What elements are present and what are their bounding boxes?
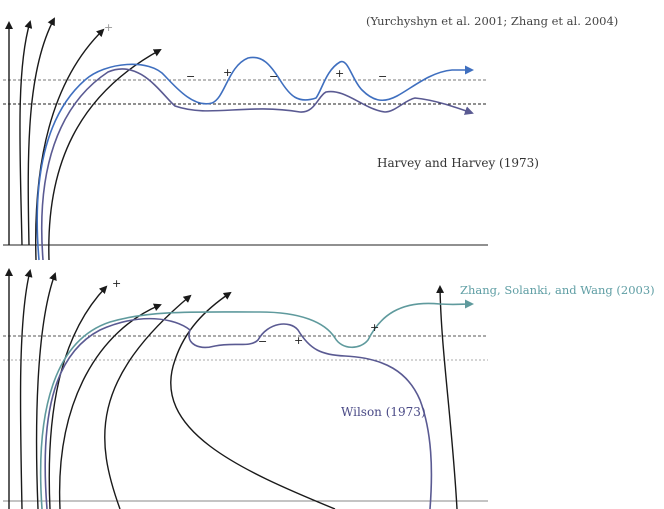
top-sign-minus-3: − (378, 70, 388, 83)
zhang-solanki-wang-label: Zhang, Solanki, and Wang (2003) (460, 283, 655, 297)
bottom-field-line-3 (35, 272, 57, 509)
bottom-field-line-4 (48, 285, 108, 509)
top-field-line-2 (19, 20, 33, 246)
top-sign-plus-2: + (335, 67, 345, 80)
top-sign-plus-1: + (223, 66, 233, 79)
bottom-sign-plus-corner: + (112, 277, 122, 290)
top-field-line-4 (34, 28, 105, 261)
top-sign-plus-corner: + (104, 21, 114, 34)
bottom-sign-minus: − (258, 335, 268, 348)
bottom-sign-plus-1: + (294, 334, 304, 347)
bottom-field-line-6 (104, 294, 192, 509)
bottom-field-line-7 (170, 291, 336, 509)
bottom-sign-plus-2: + (370, 321, 380, 334)
top-panel (3, 17, 488, 261)
bottom-purple-loop (44, 317, 433, 509)
top-citation-label: (Yurchyshyn et al. 2001; Zhang et al. 20… (366, 14, 619, 28)
wilson-label: Wilson (1973) (341, 405, 426, 419)
bottom-field-line-8 (436, 285, 458, 509)
top-sign-minus-2: − (269, 70, 279, 83)
top-field-line-3 (27, 17, 55, 246)
bottom-panel (3, 268, 488, 509)
top-sign-minus-1: − (186, 70, 196, 83)
bottom-field-line-2 (19, 269, 33, 509)
top-field-line-5 (48, 49, 162, 261)
top-blue-loop (36, 56, 474, 261)
bottom-field-line-5 (58, 303, 162, 509)
top-purple-loop (40, 68, 474, 261)
bottom-teal-loop (39, 299, 474, 509)
harvey-label: Harvey and Harvey (1973) (377, 156, 539, 170)
